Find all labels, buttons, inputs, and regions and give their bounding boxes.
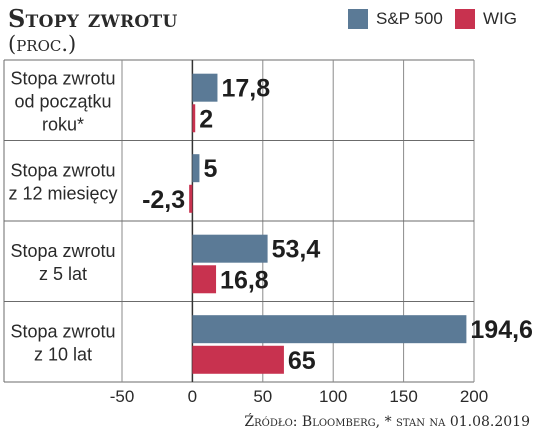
category-label: Stopa zwrotu — [10, 68, 115, 88]
x-tick-label: 50 — [253, 387, 272, 406]
chart-title: Stopy zwrotu — [8, 4, 178, 33]
legend-swatch-wig — [455, 9, 475, 29]
bar-wig — [192, 265, 217, 294]
category-label: Stopa zwrotu — [10, 321, 115, 341]
category-label: Stopa zwrotu — [10, 241, 115, 261]
bar-wig — [192, 104, 196, 133]
category-label: z 10 lat — [34, 344, 92, 364]
legend-label-wig: WIG — [483, 9, 517, 28]
category-label: roku* — [42, 114, 84, 134]
data-label: 16,8 — [220, 266, 269, 294]
bar-sp500 — [192, 73, 218, 102]
data-label: -2,3 — [142, 186, 185, 214]
source-note: Źródło: Bloomberg, * stan na 01.08.2019 — [244, 414, 530, 430]
data-label: 194,6 — [470, 316, 533, 344]
chart-subtitle: (proc.) — [8, 32, 77, 56]
bar-wig — [192, 345, 284, 374]
category-label: z 12 miesięcy — [8, 183, 117, 203]
category-label: od początku — [14, 91, 111, 111]
legend-label-sp500: S&P 500 — [376, 9, 443, 28]
category-label: z 5 lat — [39, 264, 87, 284]
x-tick-label: 100 — [319, 387, 347, 406]
legend-item-wig: WIG — [455, 8, 517, 30]
x-tick-label: 150 — [389, 387, 417, 406]
data-label: 5 — [203, 155, 217, 183]
data-label: 17,8 — [221, 75, 270, 103]
data-label: 53,4 — [272, 236, 321, 264]
category-label: Stopa zwrotu — [10, 160, 115, 180]
bar-wig — [189, 184, 193, 213]
bar-sp500 — [192, 315, 467, 344]
legend-swatch-sp500 — [348, 9, 368, 29]
data-label: 2 — [199, 105, 213, 133]
x-tick-label: -50 — [110, 387, 135, 406]
data-label: 65 — [288, 347, 316, 375]
bar-sp500 — [192, 154, 200, 183]
legend-item-sp500: S&P 500 — [348, 8, 443, 30]
x-tick-label: 0 — [188, 387, 197, 406]
x-tick-label: 200 — [460, 387, 488, 406]
bar-sp500 — [192, 234, 268, 263]
